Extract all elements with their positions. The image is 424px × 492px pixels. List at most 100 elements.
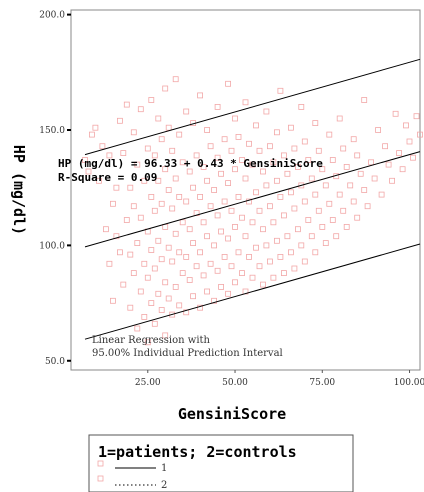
data-point-224 (371, 175, 378, 182)
data-point-126 (232, 279, 238, 286)
data-point-119 (225, 290, 232, 297)
data-point-194 (312, 191, 319, 198)
data-point-69 (172, 175, 179, 182)
data-point-112 (214, 104, 221, 110)
regression-note-line2: 95.00% Individual Prediction Interval (92, 348, 283, 359)
data-point-226 (378, 191, 385, 198)
legend-entry-1: 1 (97, 460, 167, 474)
legend-label-1: 1 (161, 463, 167, 474)
data-point-196 (315, 207, 322, 214)
data-point-23 (130, 203, 137, 210)
data-point-39 (148, 247, 155, 253)
data-point-219 (357, 170, 364, 177)
data-point-223 (368, 159, 375, 166)
data-point-234 (406, 138, 413, 145)
data-point-104 (207, 203, 214, 210)
data-point-60 (165, 244, 172, 251)
data-point-20 (127, 251, 134, 258)
data-point-150 (256, 207, 263, 214)
data-point-84 (186, 168, 193, 175)
data-point-151 (256, 147, 263, 154)
data-point-3 (92, 124, 99, 131)
data-point-205 (329, 157, 336, 163)
lower-prediction-line (84, 243, 421, 340)
data-point-22 (130, 270, 137, 277)
data-point-61 (165, 187, 172, 193)
data-point-213 (343, 163, 350, 170)
data-point-86 (190, 240, 197, 247)
data-point-24 (130, 129, 137, 136)
data-point-55 (162, 279, 169, 286)
data-point-125 (228, 147, 235, 154)
data-point-231 (396, 150, 403, 157)
data-point-124 (228, 207, 235, 214)
data-point-236 (413, 113, 420, 120)
data-point-192 (308, 175, 315, 182)
data-point-164 (273, 237, 280, 244)
data-point-129 (232, 115, 238, 122)
data-point-123 (228, 263, 235, 270)
data-point-169 (277, 87, 284, 94)
data-point-12 (113, 184, 120, 191)
data-point-200 (322, 240, 329, 247)
upper-prediction-line (84, 58, 421, 156)
data-point-31 (141, 313, 148, 320)
data-point-37 (144, 145, 151, 152)
legend-marker-1 (97, 460, 104, 467)
data-point-83 (186, 226, 193, 233)
data-point-176 (287, 189, 294, 196)
data-point-48 (155, 177, 162, 184)
data-point-185 (298, 104, 305, 110)
data-point-115 (218, 170, 225, 177)
data-point-131 (235, 193, 242, 200)
data-point-177 (287, 124, 294, 131)
data-point-127 (232, 223, 238, 230)
data-point-165 (273, 177, 280, 184)
data-point-52 (158, 200, 165, 207)
data-point-146 (253, 244, 259, 251)
data-point-220 (361, 187, 368, 193)
data-point-180 (291, 145, 298, 152)
r-square-text: R-Square = 0.09 (58, 171, 157, 184)
data-point-44 (151, 207, 158, 214)
data-point-0 (82, 157, 88, 163)
data-point-178 (291, 265, 298, 272)
data-point-110 (214, 212, 221, 219)
equation-text: HP (mg/dl) = 96.33 + 0.43 * GensiniScore (58, 157, 323, 170)
data-point-235 (410, 154, 416, 161)
regression-line (84, 151, 421, 248)
data-point-230 (392, 110, 399, 117)
data-point-113 (218, 283, 225, 290)
data-point-145 (249, 161, 256, 168)
data-point-154 (260, 168, 266, 175)
data-point-41 (148, 97, 155, 103)
data-point-233 (403, 122, 409, 129)
data-point-122 (225, 80, 232, 87)
data-point-144 (249, 219, 256, 226)
data-point-58 (162, 85, 169, 92)
data-point-128 (232, 166, 238, 173)
data-point-197 (315, 147, 322, 154)
data-point-98 (200, 163, 207, 170)
data-point-27 (134, 161, 141, 168)
legend-title: 1=patients; 2=controls (98, 443, 297, 461)
data-point-170 (280, 270, 287, 277)
data-point-199 (319, 166, 326, 173)
y-tick-label-2: 150.0 (39, 126, 65, 136)
data-point-160 (266, 143, 273, 150)
data-point-70 (172, 76, 179, 83)
data-point-182 (294, 163, 301, 170)
data-point-53 (158, 136, 165, 143)
data-point-14 (117, 249, 123, 256)
data-point-97 (200, 219, 207, 226)
data-point-108 (211, 187, 218, 193)
data-point-1 (85, 168, 92, 175)
data-point-76 (179, 219, 186, 226)
data-point-34 (144, 339, 151, 346)
data-point-8 (106, 152, 113, 159)
data-point-166 (273, 129, 280, 136)
data-point-42 (151, 320, 158, 327)
data-point-81 (183, 108, 190, 115)
data-point-30 (137, 106, 144, 113)
data-point-64 (169, 258, 176, 265)
